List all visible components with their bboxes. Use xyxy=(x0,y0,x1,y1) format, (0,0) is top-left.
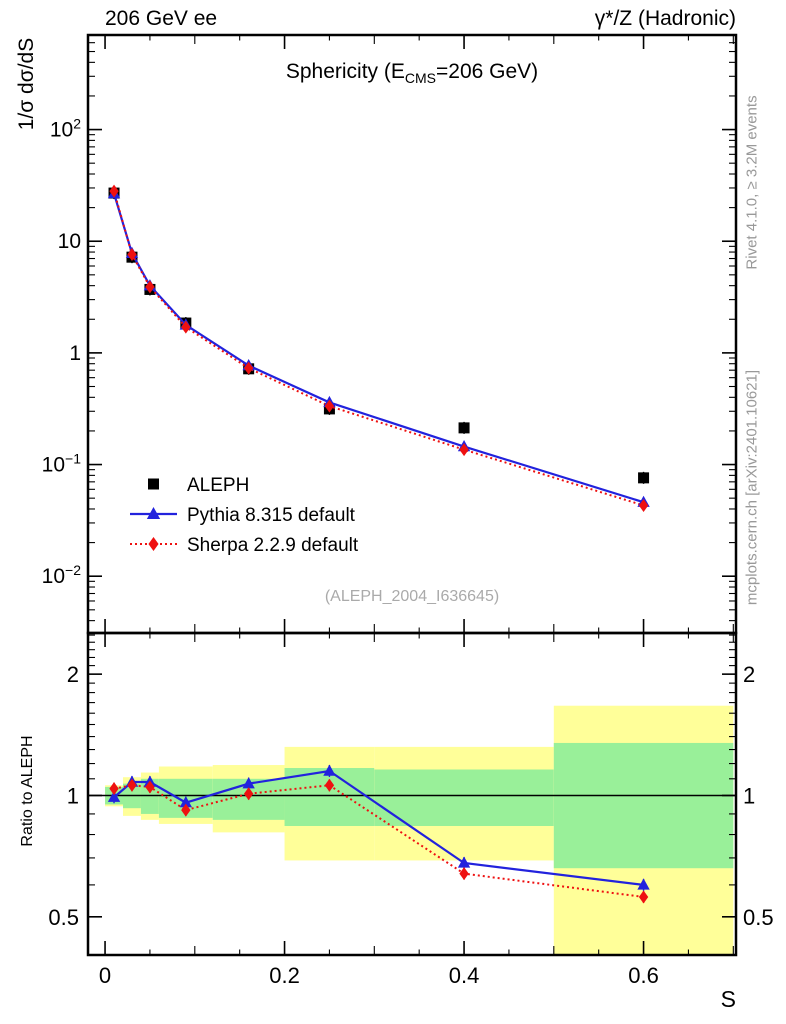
ratio-tick-label-left: 1 xyxy=(67,783,79,808)
x-axis-label: S xyxy=(720,986,736,1012)
ratio-tick-label-right: 2 xyxy=(743,662,755,687)
y-tick-label: 1 xyxy=(69,342,81,365)
aleph-marker xyxy=(638,472,650,484)
legend-sherpa-marker xyxy=(148,537,159,551)
sherpa-marker xyxy=(145,280,155,294)
x-tick-label: 0.4 xyxy=(449,963,480,988)
mcplots-credit: mcplots.cern.ch [arXiv:2401.10621] xyxy=(743,369,761,606)
sherpa-line xyxy=(113,190,644,507)
legend-pythia-label: Pythia 8.315 default xyxy=(187,505,356,526)
ratio-band-green xyxy=(140,778,159,814)
ratio-tick-label-right: 0.5 xyxy=(743,905,774,930)
header-process: γ*/Z (Hadronic) xyxy=(594,7,736,30)
ratio-panel-frame xyxy=(86,631,738,957)
sherpa-ratio-marker xyxy=(243,787,254,801)
sherpa-ratio-marker xyxy=(145,780,155,794)
ratio-tick-label-left: 0.5 xyxy=(48,905,79,930)
main-panel-frame xyxy=(86,33,738,635)
pythia-ratio-marker xyxy=(179,796,193,808)
ratio-band-green xyxy=(374,769,554,827)
pythia-ratio-marker xyxy=(242,777,255,789)
plot-title-part1: Sphericity (E xyxy=(285,60,405,83)
y-tick-label: 10−2 xyxy=(42,562,82,588)
sherpa-ratio-marker xyxy=(324,778,335,792)
sherpa-ratio-marker xyxy=(181,803,191,817)
sherpa-marker xyxy=(324,399,335,413)
sherpa-marker xyxy=(181,320,191,334)
legend-aleph-marker xyxy=(148,478,159,490)
plot-title: Sphericity (ECMS=206 GeV) xyxy=(88,60,736,86)
sherpa-ratio-marker xyxy=(638,890,649,904)
ratio-band-green xyxy=(553,742,734,869)
x-tick-label: 0.6 xyxy=(628,963,659,988)
sherpa-ratio-marker xyxy=(459,867,469,881)
header-beam-energy: 206 GeV ee xyxy=(105,7,218,30)
aleph-marker xyxy=(458,422,470,434)
analysis-watermark: (ALEPH_2004_I636645) xyxy=(324,588,500,605)
sherpa-marker xyxy=(127,248,137,262)
sherpa-marker xyxy=(243,361,254,375)
sherpa-ratio-marker xyxy=(109,782,119,796)
legend-pythia-marker xyxy=(146,507,161,520)
plot-title-part2: =206 GeV) xyxy=(436,60,539,83)
ratio-tick-label-left: 2 xyxy=(67,662,79,687)
sherpa-ratio-marker xyxy=(127,778,137,792)
legend-aleph-label: ALEPH xyxy=(187,475,249,496)
x-tick-label: 0 xyxy=(99,963,111,988)
main-y-axis-label: 1/σ dσ/dS xyxy=(15,37,38,131)
pythia-ratio-marker xyxy=(323,764,336,776)
y-tick-label: 10 xyxy=(58,230,81,253)
sherpa-marker xyxy=(109,184,119,198)
sherpa-marker xyxy=(638,498,649,512)
rivet-version-credit: Rivet 4.1.0, ≥ 3.2M events xyxy=(743,95,761,270)
pythia-line xyxy=(112,193,644,504)
ratio-tick-label-right: 1 xyxy=(743,783,755,808)
y-tick-label: 102 xyxy=(50,116,81,142)
pythia-ratio-marker xyxy=(457,856,471,868)
x-tick-label: 0.2 xyxy=(269,963,300,988)
plot-title-subscript: CMS xyxy=(404,70,436,87)
sherpa-marker xyxy=(459,443,469,457)
pythia-ratio-marker xyxy=(107,790,121,802)
legend-sherpa-label: Sherpa 2.2.9 default xyxy=(187,535,359,556)
ratio-band-green xyxy=(284,767,375,827)
pythia-ratio-marker xyxy=(637,878,650,890)
y-tick-label: 10−1 xyxy=(42,451,82,477)
ratio-y-axis-label: Ratio to ALEPH xyxy=(19,735,36,847)
